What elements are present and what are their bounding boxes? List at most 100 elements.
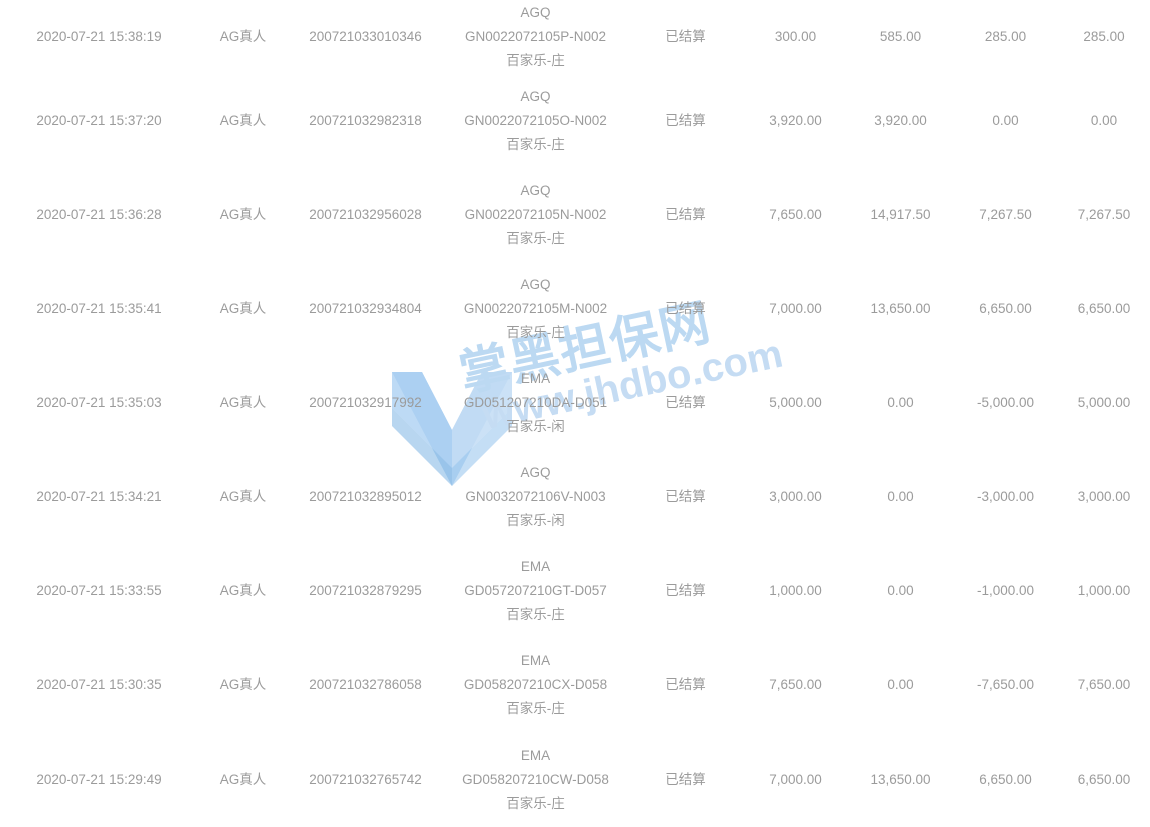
cell-bet-time: 2020-07-21 15:35:41 (36, 301, 162, 316)
cell-valid-bet: 6,650.00 (1077, 301, 1131, 316)
cell-payout-amount: 0.00 (887, 489, 914, 504)
game-type: 百家乐-闲 (506, 419, 565, 434)
cell-game: EMA GD058207210CW-D058 百家乐-庄 (443, 732, 628, 827)
cell-profit-amount: 6,650.00 (979, 301, 1032, 316)
cell-valid-bet: 6,650.00 (1077, 771, 1131, 787)
cell-payout-amount: 3,920.00 (874, 113, 927, 128)
cell-platform: AG真人 (219, 207, 267, 222)
table-row[interactable]: 2020-07-21 15:33:55 AG真人 200721032879295 EM… (0, 544, 1150, 638)
cell-valid-bet: 1,000.00 (1077, 583, 1131, 598)
cell-valid-bet: 7,267.50 (1077, 207, 1131, 222)
game-vendor: AGQ (520, 465, 551, 480)
cell-order-id: 200721032917992 (309, 395, 422, 410)
cell-profit-amount: 285.00 (984, 29, 1027, 44)
cell-valid-bet: 3,000.00 (1077, 489, 1131, 504)
game-code: GN0022072105P-N002 (464, 29, 607, 44)
game-vendor: AGQ (520, 5, 551, 20)
cell-valid-bet: 0.00 (1090, 113, 1118, 128)
game-vendor: AGQ (520, 277, 551, 292)
game-vendor: AGQ (520, 89, 551, 104)
game-vendor: EMA (520, 371, 551, 386)
table-row[interactable]: 2020-07-21 15:37:20 AG真人 200721032982318 AG… (0, 74, 1150, 168)
cell-valid-bet: 7,650.00 (1077, 677, 1131, 692)
cell-status: 已结算 (665, 395, 706, 410)
cell-order-id: 200721032956028 (309, 207, 422, 222)
cell-payout-amount: 585.00 (879, 29, 922, 44)
cell-order-id: 200721032786058 (309, 677, 422, 692)
cell-profit-amount: 7,267.50 (979, 207, 1032, 222)
game-code: GN0032072106V-N003 (465, 489, 606, 504)
cell-profit-amount: 6,650.00 (979, 771, 1032, 787)
game-type: 百家乐-庄 (506, 701, 565, 716)
game-type: 百家乐-庄 (506, 53, 565, 68)
cell-payout-amount: 0.00 (887, 395, 914, 410)
cell-status: 已结算 (665, 677, 706, 692)
cell-payout-amount: 13,650.00 (870, 771, 931, 787)
cell-platform: AG真人 (219, 29, 267, 44)
table-row[interactable]: 2020-07-21 15:35:03 AG真人 200721032917992 EM… (0, 356, 1150, 450)
cell-bet-time: 2020-07-21 15:33:55 (36, 583, 162, 598)
game-type: 百家乐-庄 (506, 231, 565, 246)
game-code: GD057207210GT-D057 (464, 583, 607, 598)
table-row[interactable]: 2020-07-21 15:35:41 AG真人 200721032934804 AG… (0, 262, 1150, 356)
cell-bet-time: 2020-07-21 15:37:20 (36, 113, 162, 128)
cell-game: AGQ GN0022072105O-N002 百家乐-庄 (443, 74, 628, 168)
cell-platform: AG真人 (219, 583, 267, 598)
cell-status: 已结算 (665, 301, 706, 316)
game-code: GD058207210CW-D058 (462, 771, 609, 787)
cell-game: EMA GD051207210DA-D051 百家乐-闲 (443, 356, 628, 450)
game-code: GN0022072105N-N002 (464, 207, 607, 222)
game-type: 百家乐-庄 (506, 607, 565, 622)
game-vendor: AGQ (520, 183, 551, 198)
cell-game: EMA GD057207210GT-D057 百家乐-庄 (443, 544, 628, 638)
cell-valid-bet: 5,000.00 (1077, 395, 1131, 410)
cell-game: AGQ GN0022072105M-N002 百家乐-庄 (443, 262, 628, 356)
cell-bet-amount: 7,650.00 (769, 207, 822, 222)
cell-bet-time: 2020-07-21 15:34:21 (36, 489, 162, 504)
cell-status: 已结算 (665, 771, 706, 787)
game-type: 百家乐-庄 (506, 795, 565, 811)
game-code: GN0022072105M-N002 (463, 301, 608, 316)
cell-order-id: 200721032934804 (309, 301, 422, 316)
game-type: 百家乐-闲 (506, 513, 565, 528)
game-code: GD051207210DA-D051 (463, 395, 608, 410)
cell-bet-time: 2020-07-21 15:35:03 (36, 395, 162, 410)
cell-bet-time: 2020-07-21 15:29:49 (36, 771, 162, 787)
cell-bet-amount: 5,000.00 (769, 395, 822, 410)
cell-order-id: 200721033010346 (309, 29, 422, 44)
cell-bet-amount: 3,000.00 (769, 489, 822, 504)
cell-game: AGQ GN0022072105N-N002 百家乐-庄 (443, 168, 628, 262)
table-row[interactable]: 2020-07-21 15:36:28 AG真人 200721032956028 AG… (0, 168, 1150, 262)
cell-status: 已结算 (665, 207, 706, 222)
cell-platform: AG真人 (219, 301, 267, 316)
cell-game: AGQ GN0032072106V-N003 百家乐-闲 (443, 450, 628, 544)
table-row[interactable]: 2020-07-21 15:29:49 AG真人 200721032765742 EM… (0, 732, 1150, 827)
cell-bet-time: 2020-07-21 15:36:28 (36, 207, 162, 222)
table-row[interactable]: 2020-07-21 15:34:21 AG真人 200721032895012 AG… (0, 450, 1150, 544)
cell-bet-amount: 7,000.00 (769, 771, 822, 787)
cell-profit-amount: -1,000.00 (976, 583, 1035, 598)
cell-status: 已结算 (665, 113, 706, 128)
cell-payout-amount: 14,917.50 (870, 207, 931, 222)
cell-bet-time: 2020-07-21 15:30:35 (36, 677, 162, 692)
cell-bet-amount: 7,650.00 (769, 677, 822, 692)
cell-game: AGQ GN0022072105P-N002 百家乐-庄 (443, 0, 628, 74)
cell-payout-amount: 0.00 (887, 677, 914, 692)
game-vendor: EMA (520, 559, 551, 574)
cell-platform: AG真人 (219, 395, 267, 410)
cell-order-id: 200721032982318 (309, 113, 422, 128)
game-type: 百家乐-庄 (506, 325, 565, 340)
game-vendor: EMA (520, 653, 551, 668)
table-row[interactable]: 2020-07-21 15:38:19 AG真人 200721033010346 AG… (0, 0, 1150, 74)
cell-bet-amount: 3,920.00 (769, 113, 822, 128)
cell-profit-amount: -3,000.00 (976, 489, 1035, 504)
cell-status: 已结算 (665, 29, 706, 44)
cell-bet-time: 2020-07-21 15:38:19 (36, 29, 162, 44)
cell-platform: AG真人 (219, 677, 267, 692)
game-code: GN0022072105O-N002 (464, 113, 607, 128)
cell-order-id: 200721032765742 (309, 771, 422, 787)
cell-profit-amount: 0.00 (992, 113, 1019, 128)
cell-platform: AG真人 (219, 771, 267, 787)
table-row[interactable]: 2020-07-21 15:30:35 AG真人 200721032786058 EM… (0, 638, 1150, 732)
